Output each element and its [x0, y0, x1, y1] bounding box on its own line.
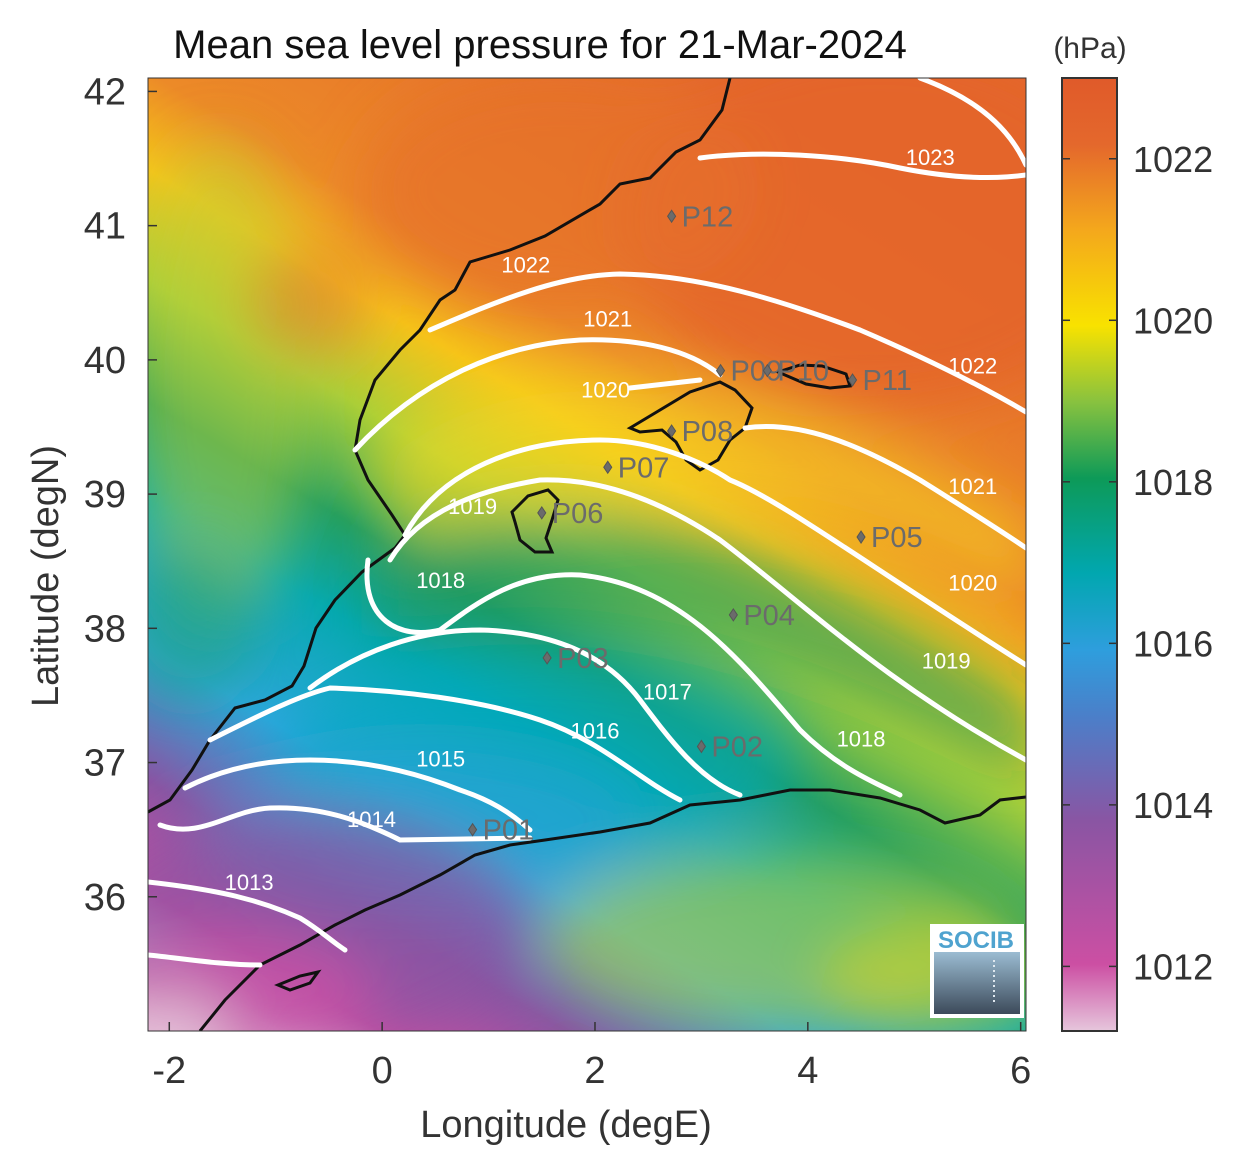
isobar-label: 1019	[448, 494, 497, 519]
station-label: P07	[618, 452, 670, 484]
colorbar-ticks: 1012 1014 1016 1018 1020 1022	[1062, 139, 1213, 987]
plot-frame	[147, 77, 1027, 1032]
isobar-1020	[402, 437, 1026, 668]
isobar-label: 1018	[416, 568, 465, 593]
y-tick-label: 37	[84, 743, 126, 785]
isobar-1021	[352, 337, 723, 453]
y-tick-label: 39	[84, 474, 126, 516]
station-marker	[467, 822, 478, 837]
colorbar-tick-label: 1016	[1133, 623, 1213, 664]
ibiza-coastline	[510, 488, 560, 554]
station-marker	[847, 373, 858, 387]
station-marker	[762, 363, 772, 378]
isobar-label: 1022	[948, 353, 997, 378]
station-label: P08	[682, 416, 734, 448]
isobar-1020-north	[627, 377, 703, 391]
station-label: P04	[743, 600, 795, 632]
station-label: P06	[552, 498, 604, 530]
isobar-1021-south	[742, 424, 1026, 551]
station-label: P01	[483, 815, 535, 847]
mallorca-coastline	[626, 380, 754, 472]
x-axis-ticks: -2 0 2 4 6	[152, 1022, 1031, 1092]
x-tick-label: 0	[372, 1050, 393, 1092]
station-label: P02	[711, 731, 763, 763]
station-marker	[603, 460, 613, 475]
y-tick-label: 41	[84, 206, 126, 248]
isobar-1013	[148, 879, 348, 953]
alboran-coastline	[274, 969, 322, 992]
isobar-1018	[364, 557, 903, 798]
station-label: P03	[557, 643, 609, 675]
station-label: P05	[871, 522, 923, 554]
isobar-1017	[307, 627, 743, 798]
y-tick-label: 40	[84, 340, 126, 382]
logo-text: SOCIB	[938, 927, 1014, 954]
station-marker	[537, 505, 547, 520]
station-marker	[667, 424, 677, 438]
station-marker	[728, 607, 738, 622]
colorbar-tick-label: 1022	[1133, 139, 1213, 180]
contour-labels: 1013 1014 1015 1016 1017 1018 1018 1019 1019 1020…	[225, 145, 998, 895]
isobar-label: 1015	[416, 747, 465, 772]
colorbar-tick-label: 1012	[1133, 946, 1213, 987]
x-tick-label: 6	[1010, 1050, 1031, 1092]
isobar-label: 1020	[581, 377, 630, 402]
station-label: P11	[863, 365, 912, 397]
isobar-label: 1022	[501, 253, 550, 278]
socib-logo: SOCIB	[930, 924, 1024, 1018]
colorbar-gradient	[1061, 77, 1118, 1032]
x-tick-label: 2	[584, 1050, 605, 1092]
isobar-label: 1023	[906, 145, 955, 170]
station-marker	[715, 363, 726, 378]
pressure-field-shading	[148, 78, 1026, 1031]
colorbar-tick-label: 1014	[1133, 785, 1213, 826]
station-marker	[696, 739, 707, 754]
y-tick-label: 42	[84, 71, 126, 113]
colorbar-tick-label: 1020	[1133, 300, 1213, 341]
isobar-1023-east	[917, 78, 1026, 168]
isobar-label: 1017	[643, 679, 692, 704]
isobar-1016	[207, 685, 683, 803]
isobar-label: 1021	[948, 474, 997, 499]
station-label: P10	[777, 356, 829, 388]
isobar-label: 1016	[571, 718, 620, 743]
y-axis-ticks: 42 41 40 39 38 37 36	[84, 71, 157, 919]
chart-title: Mean sea level pressure for 21-Mar-2024	[173, 23, 907, 67]
y-tick-label: 38	[84, 608, 126, 650]
isobar-label: 1013	[225, 870, 274, 895]
isobar-label: 1020	[948, 571, 997, 596]
x-tick-label: 4	[797, 1050, 818, 1092]
station-label: P09	[731, 356, 783, 388]
isobar-1014	[157, 805, 533, 843]
isobars	[148, 78, 1026, 968]
isobar-1019	[387, 477, 1026, 763]
x-axis-label: Longitude (degE)	[420, 1104, 712, 1146]
isobar-label: 1014	[347, 807, 396, 832]
station-marker	[667, 209, 677, 224]
x-tick-label: -2	[152, 1050, 186, 1092]
y-axis-label: Latitude (degN)	[25, 445, 67, 707]
pressure-map: 1013 1014 1015 1016 1017 1018 1018 1019 1019 1020…	[148, 78, 1026, 1031]
isobar-1013-west	[148, 952, 263, 968]
station-label: P12	[682, 201, 734, 233]
isobar-label: 1019	[922, 649, 971, 674]
y-tick-label: 36	[84, 877, 126, 919]
logo-wave	[934, 952, 1020, 1014]
colorbar-unit: (hPa)	[1053, 32, 1126, 65]
colorbar: 1012 1014 1016 1018 1020 1022	[1061, 77, 1213, 1032]
isobar-1023	[697, 151, 1026, 181]
isobar-label: 1021	[583, 306, 632, 331]
coastlines	[148, 78, 1026, 1031]
colorbar-tick-label: 1018	[1133, 462, 1213, 503]
isobar-1022	[427, 271, 1026, 415]
station-marker	[542, 650, 552, 665]
iberia-coastline	[148, 78, 732, 814]
isobar-1015	[182, 757, 533, 833]
isobar-label: 1018	[837, 726, 886, 751]
station-marker	[856, 530, 866, 544]
